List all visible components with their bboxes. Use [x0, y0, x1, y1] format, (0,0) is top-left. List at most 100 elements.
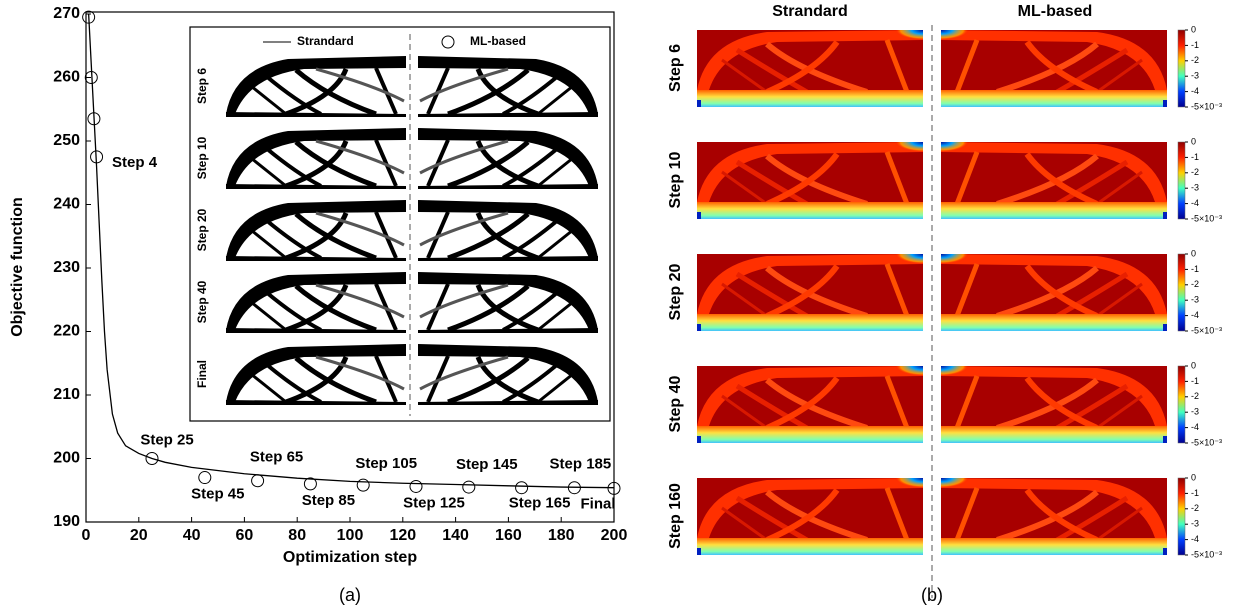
y-tick-label: 200 [53, 450, 80, 467]
row-label: Step 160 [667, 483, 684, 549]
colorbar-tick-label: -3 [1191, 407, 1199, 417]
marker [252, 475, 264, 487]
row-label: Step 20 [667, 263, 684, 320]
row-label: Step 10 [667, 151, 684, 208]
x-tick-label: 0 [82, 527, 91, 544]
colorbar-tick-label: 0 [1191, 360, 1196, 370]
annotation: Step 4 [112, 154, 158, 171]
row-label: Step 20 [195, 208, 209, 251]
annotation: Step 165 [509, 495, 571, 512]
marker [357, 479, 369, 491]
colorbar-tick-label: -4 [1191, 534, 1199, 544]
annotation: Step 145 [456, 456, 518, 473]
inset: Step 6 Step 10 Step 20 Step 40 Final Stranda… [190, 27, 610, 421]
colorbar-tick-label: -1 [1191, 152, 1199, 162]
y-tick-label: 250 [53, 132, 80, 149]
x-tick-label: 180 [548, 527, 575, 544]
marker [516, 482, 528, 494]
marker [410, 480, 422, 492]
x-tick-label: 120 [389, 527, 416, 544]
column-title: Strandard [772, 3, 848, 20]
heatmap [697, 254, 923, 331]
row-label: Step 40 [195, 280, 209, 323]
colorbar-tick-label: -4 [1191, 422, 1199, 432]
y-tick-label: 210 [53, 386, 80, 403]
marker [199, 472, 211, 484]
x-tick-label: 80 [288, 527, 306, 544]
heatmap [697, 478, 923, 555]
heatmap [697, 30, 923, 107]
annotation: Step 65 [250, 449, 303, 466]
colorbar-tick-label: -5×10⁻³ [1191, 213, 1222, 223]
colorbar-tick-label: -1 [1191, 488, 1199, 498]
x-tick-label: 20 [130, 527, 148, 544]
heatmap [941, 30, 1167, 107]
colorbar-tick-label: -3 [1191, 71, 1199, 81]
colorbar-tick-label: -3 [1191, 519, 1199, 529]
legend-label: ML-based [470, 34, 526, 48]
y-tick-label: 240 [53, 196, 80, 213]
colorbar-tick-label: -4 [1191, 198, 1199, 208]
colorbar-tick-label: -3 [1191, 183, 1199, 193]
y-tick-label: 270 [53, 5, 80, 22]
y-tick-label: 190 [53, 513, 80, 530]
x-axis-label: Optimization step [283, 549, 417, 566]
y-tick-label: 260 [53, 69, 80, 86]
heatmap [697, 142, 923, 219]
colorbar-tick-label: 0 [1191, 248, 1196, 258]
x-tick-label: 60 [236, 527, 254, 544]
row-label: Step 10 [195, 136, 209, 179]
colorbar-tick-label: -5×10⁻³ [1191, 437, 1222, 447]
y-tick-label: 220 [53, 323, 80, 340]
legend-label: Strandard [297, 34, 354, 48]
colorbar [1178, 142, 1185, 219]
figure: 0204060801001201401601802001902002102202… [0, 0, 1234, 611]
row-label: Final [195, 360, 209, 388]
colorbar-tick-label: -2 [1191, 279, 1199, 289]
annotation: Step 125 [403, 494, 465, 511]
colorbar-tick-label: -4 [1191, 310, 1199, 320]
colorbar-tick-label: -3 [1191, 295, 1199, 305]
x-tick-label: 160 [495, 527, 522, 544]
colorbar [1178, 478, 1185, 555]
colorbar-tick-label: -4 [1191, 86, 1199, 96]
column-title: ML-based [1018, 3, 1093, 20]
colorbar-tick-label: -5×10⁻³ [1191, 101, 1222, 111]
annotation: Final [580, 495, 615, 512]
x-tick-label: 40 [183, 527, 201, 544]
row-label: Step 40 [667, 375, 684, 432]
heatmap [941, 254, 1167, 331]
heatmaps: Step 6 0 -1 -2 -3 -4 -5×10⁻³ Step 10 0 -1 -2 -3 -4 -5… [667, 24, 1222, 559]
annotation: Step 185 [550, 456, 612, 473]
x-tick-label: 200 [601, 527, 628, 544]
heatmap [941, 142, 1167, 219]
caption: (b) [921, 585, 943, 605]
colorbar-tick-label: 0 [1191, 24, 1196, 34]
annotation: Step 85 [302, 492, 355, 509]
heatmap [941, 366, 1167, 443]
colorbar-tick-label: -5×10⁻³ [1191, 549, 1222, 559]
marker [463, 481, 475, 493]
colorbar-tick-label: 0 [1191, 472, 1196, 482]
colorbar [1178, 366, 1185, 443]
colorbar-tick-label: -1 [1191, 40, 1199, 50]
colorbar-tick-label: -2 [1191, 503, 1199, 513]
row-label: Step 6 [195, 68, 209, 104]
colorbar-tick-label: -2 [1191, 167, 1199, 177]
y-tick-label: 230 [53, 259, 80, 276]
colorbar-tick-label: 0 [1191, 136, 1196, 146]
colorbar-tick-label: -5×10⁻³ [1191, 325, 1222, 335]
caption: (a) [339, 585, 361, 605]
marker [304, 478, 316, 490]
heatmap [941, 478, 1167, 555]
row-label: Step 6 [667, 44, 684, 92]
y-axis-label: Objective function [9, 197, 26, 337]
annotation: Step 25 [140, 431, 193, 448]
x-tick-label: 100 [337, 527, 364, 544]
colorbar-tick-label: -2 [1191, 55, 1199, 65]
heatmap [697, 366, 923, 443]
colorbar-tick-label: -1 [1191, 264, 1199, 274]
colorbar-tick-label: -2 [1191, 391, 1199, 401]
colorbar [1178, 254, 1185, 331]
annotation: Step 45 [191, 486, 244, 503]
